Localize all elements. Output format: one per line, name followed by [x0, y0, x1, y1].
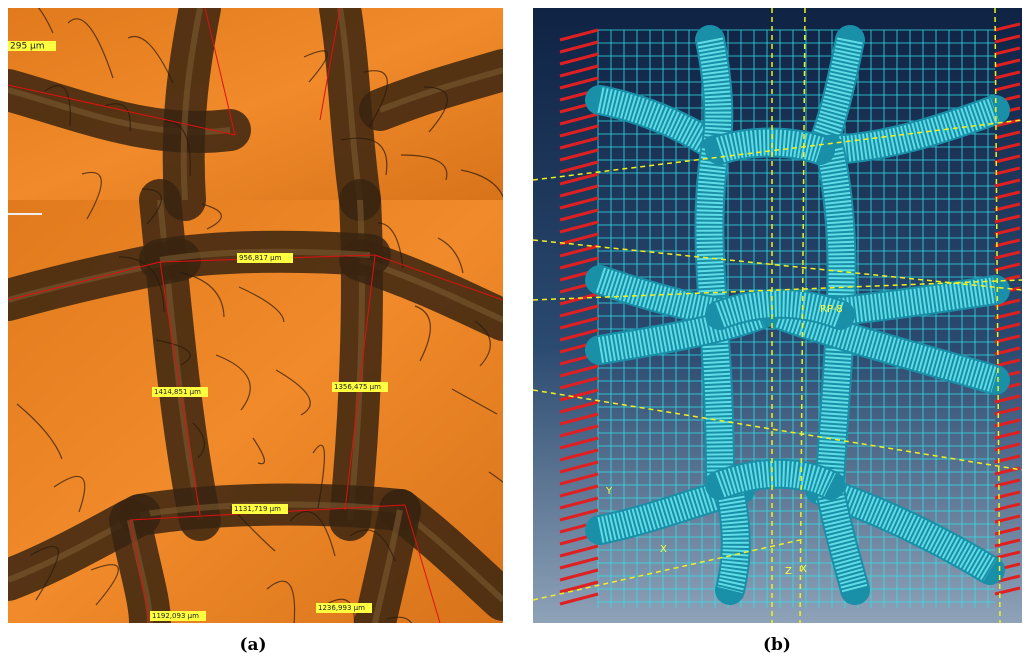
fe-model: RP-8XYXZ: [533, 8, 1022, 623]
measure-label: 956,817 µm: [239, 254, 282, 262]
axis-annotation: X: [800, 564, 807, 575]
figure: 295 µm 956,817 µm 1414,851 µm 1356,475 µm 11…: [0, 0, 1030, 657]
panel-label: (b): [763, 635, 791, 655]
measure-label: 1356,475 µm: [334, 383, 381, 391]
axis-annotation: RP-8: [820, 304, 843, 315]
measure-label: 1414,851 µm: [154, 388, 201, 396]
axis-annotation: Z: [785, 566, 792, 577]
measure-label: 295 µm: [10, 42, 45, 52]
measure-label: 1131,719 µm: [234, 505, 281, 513]
axis-annotation: Y: [605, 486, 613, 497]
measure-label: 1236,993 µm: [318, 604, 365, 612]
measure-label: 1192,093 µm: [152, 612, 199, 620]
micrograph: 295 µm 956,817 µm 1414,851 µm 1356,475 µm 11…: [8, 0, 520, 654]
axis-annotation: X: [660, 544, 667, 555]
panel-label: (a): [239, 635, 266, 655]
